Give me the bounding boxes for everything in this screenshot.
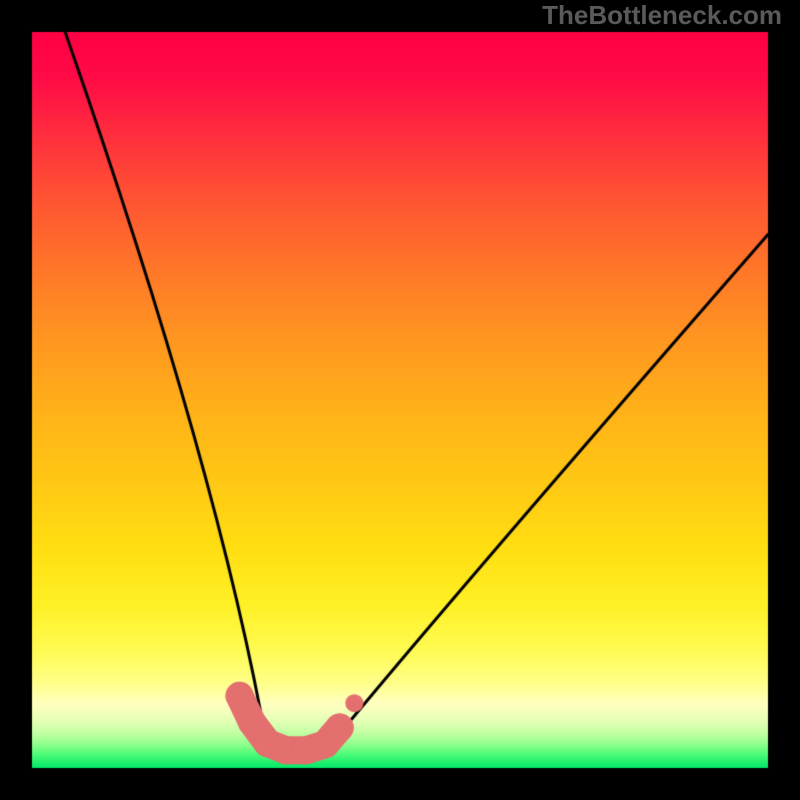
watermark-text: TheBottleneck.com [542,0,782,31]
chart-container: TheBottleneck.com [0,0,800,800]
bottleneck-chart-canvas [0,0,800,800]
